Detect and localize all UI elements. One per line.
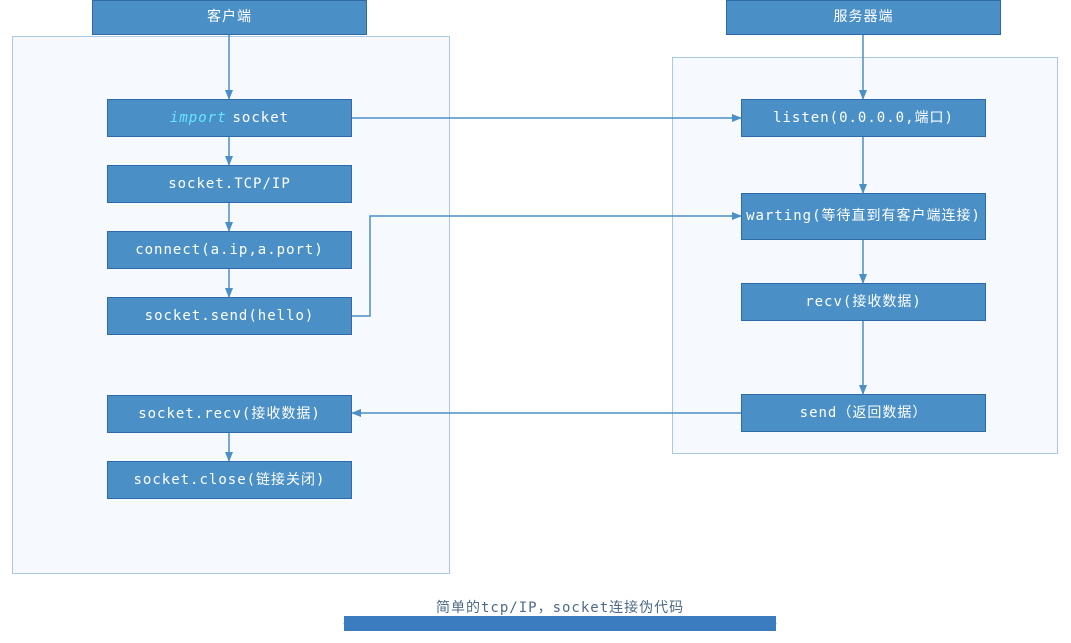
- send-hello-label: socket.send(hello): [145, 307, 315, 325]
- client-title-node: 客户端: [92, 0, 367, 35]
- waiting-label: warting(等待直到有客户端连接): [746, 207, 981, 225]
- import-socket-label: socket: [233, 109, 290, 127]
- server-title-node: 服务器端: [726, 0, 1001, 35]
- send-server-node: send（返回数据）: [741, 394, 986, 432]
- recv-server-node: recv(接收数据): [741, 283, 986, 321]
- listen-label: listen(0.0.0.0,端口): [773, 109, 954, 127]
- close-node: socket.close(链接关闭): [107, 461, 352, 499]
- waiting-node: warting(等待直到有客户端连接): [741, 193, 986, 240]
- close-label: socket.close(链接关闭): [133, 471, 325, 489]
- listen-node: listen(0.0.0.0,端口): [741, 99, 986, 137]
- tcpip-label: socket.TCP/IP: [168, 175, 291, 193]
- server-title-label: 服务器端: [834, 8, 894, 26]
- tcpip-node: socket.TCP/IP: [107, 165, 352, 203]
- recv-client-label: socket.recv(接收数据): [138, 405, 321, 423]
- send-server-label: send（返回数据）: [800, 404, 928, 422]
- recv-client-node: socket.recv(接收数据): [107, 395, 352, 433]
- send-hello-node: socket.send(hello): [107, 297, 352, 335]
- import-socket-node: import socket: [107, 99, 352, 137]
- client-title-label: 客户端: [207, 8, 252, 26]
- connect-node: connect(a.ip,a.port): [107, 231, 352, 269]
- recv-server-label: recv(接收数据): [805, 293, 922, 311]
- connect-label: connect(a.ip,a.port): [135, 241, 324, 259]
- diagram-caption: 简单的tcp/IP，socket连接伪代码: [436, 597, 684, 617]
- import-keyword: import: [170, 109, 227, 127]
